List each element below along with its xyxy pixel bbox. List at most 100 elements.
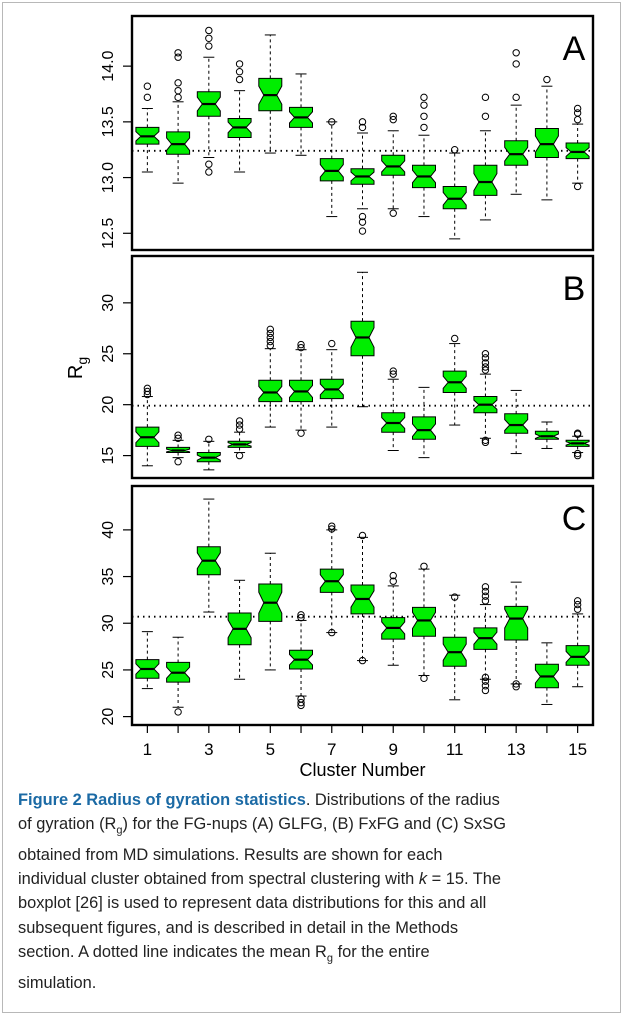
y-tick-label: 25 [100,661,117,679]
outlier-point [205,26,213,35]
y-tick-label: 30 [100,294,117,312]
outlier-point [266,325,274,334]
outlier-point [389,367,397,375]
box [319,158,344,182]
outlier-point [235,68,244,76]
x-tick-label: 3 [204,740,213,759]
y-tick-label: 14.0 [100,50,117,81]
caption-line: Figure 2 Radius of gyration statistics. … [18,788,610,812]
box [381,154,406,176]
caption-sub: g [116,824,123,837]
outlier-point [235,417,244,425]
outlier-point [543,75,551,84]
outlier-point [420,93,428,102]
box [412,606,436,637]
outlier-point [174,458,182,466]
caption-text: simulation. [18,973,97,992]
x-tick-label: 7 [327,740,336,759]
outlier-point [297,429,305,437]
caption-text2: for the entire [333,943,430,962]
panel-label: B [563,270,586,308]
outlier-point [174,86,182,95]
y-tick-label: 13.0 [100,162,117,193]
outlier-point [358,227,367,235]
x-tick-label: 13 [507,740,526,759]
outlier-point [481,436,490,445]
caption-text2: = 15. The [427,870,502,889]
outlier-point [143,93,152,102]
box [504,413,529,434]
caption-sub: g [326,952,334,965]
outlier-point [297,698,305,707]
outlier-point [389,571,397,580]
outlier-point [297,613,305,622]
outlier-point [481,677,490,685]
outlier-point [297,611,305,619]
outlier-point [389,112,397,120]
outlier-point [481,686,490,695]
outlier-point [174,79,182,87]
panel-label: A [563,30,586,68]
outlier-point [481,93,490,102]
outlier-point [573,115,582,124]
outlier-point [481,673,490,682]
box [534,128,559,158]
y-tick-label: 20 [100,396,117,414]
y-axis-label: Rg [65,357,90,379]
outlier-point [174,53,182,61]
outlier-point [235,451,244,460]
outlier-point [420,674,428,683]
outlier-point [174,434,182,442]
outlier-point [573,429,582,437]
caption-line: boxplot [26] is used to represent data d… [18,891,610,915]
x-tick-label: 9 [388,740,397,759]
outlier-point [143,82,152,90]
outlier-point [143,387,152,396]
outlier-point [573,182,582,191]
box [504,140,529,166]
outlier-point [205,42,213,50]
outlier-point [481,112,490,120]
panel-frame [130,14,595,252]
outlier-point [328,628,336,637]
outlier-point [266,333,274,342]
outlier-point [512,683,520,691]
x-tick-label: 11 [446,740,464,759]
caption-line: of gyration (Rg) for the FG-nups (A) GLF… [18,812,610,843]
y-tick-label: 25 [100,345,117,363]
caption-text: subsequent figures, and is described in … [18,918,459,937]
outlier-point [481,587,490,596]
outlier-point [358,218,367,226]
outlier-point [481,438,490,447]
outlier-point [481,597,490,605]
box [258,379,283,403]
outlier-point [328,339,336,348]
caption-line: subsequent figures, and is described in … [18,916,610,940]
y-tick-label: 30 [100,614,117,632]
outlier-point [451,593,459,601]
y-tick-label: 13.5 [100,106,117,137]
outlier-point [358,531,367,540]
outlier-point [358,656,367,665]
outlier-point [266,329,274,338]
outlier-point [174,49,182,57]
outlier-point [205,435,213,444]
outlier-point [420,101,428,109]
figure-caption: Figure 2 Radius of gyration statistics. … [18,788,610,995]
caption-line: individual cluster obtained from spectra… [18,867,610,891]
caption-text: of gyration (R [18,815,117,834]
caption-line: section. A dotted line indicates the mea… [18,940,610,971]
box [565,142,590,160]
caption-line: simulation. [18,971,610,995]
outlier-point [174,93,182,102]
outlier-point [573,104,582,113]
outlier-point [481,682,490,690]
outlier-point [389,115,397,124]
outlier-point [573,597,582,605]
x-tick-label: 15 [568,740,587,759]
outlier-point [481,359,490,367]
outlier-point [174,431,182,439]
caption-text: section. A dotted line indicates the mea… [18,943,327,962]
outlier-point [328,522,336,530]
